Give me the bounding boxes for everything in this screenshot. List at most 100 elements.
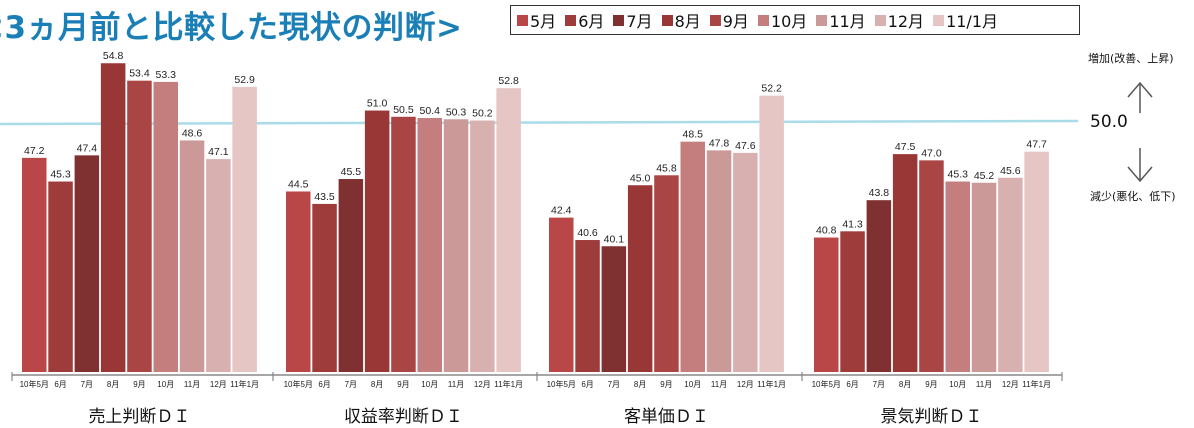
data-label: 47.8 — [709, 137, 730, 149]
bar — [22, 158, 47, 372]
bar — [946, 182, 971, 372]
bar — [312, 204, 337, 372]
tick-label: 10月 — [157, 380, 174, 389]
bar — [365, 111, 390, 372]
data-label: 45.5 — [341, 166, 362, 178]
category-label: 客単価ＤＩ — [624, 402, 709, 427]
data-label: 52.2 — [761, 83, 782, 95]
data-label: 45.0 — [630, 172, 651, 184]
data-label: 53.3 — [156, 69, 177, 81]
data-label: 40.1 — [604, 233, 625, 245]
data-label: 45.3 — [50, 169, 71, 181]
bar — [75, 155, 100, 372]
data-label: 48.5 — [683, 129, 704, 141]
bar — [628, 185, 653, 372]
bar — [733, 153, 758, 372]
tick-label: 9月 — [660, 380, 672, 389]
data-label: 41.3 — [842, 218, 863, 230]
data-label: 45.6 — [1000, 165, 1021, 177]
tick-label: 11月 — [448, 380, 464, 389]
tick-label: 11年1月 — [1022, 379, 1051, 389]
bar — [154, 82, 179, 372]
data-label: 47.2 — [24, 145, 45, 157]
tick-label: 11月 — [976, 380, 992, 389]
data-label: 47.6 — [735, 140, 756, 152]
data-label: 43.8 — [869, 187, 890, 199]
bar — [919, 160, 944, 372]
category-label: 収益率判断ＤＩ — [344, 402, 463, 427]
up-label: 増加(改善、上昇) — [1088, 50, 1174, 66]
data-label: 50.4 — [420, 105, 441, 117]
data-label: 50.5 — [393, 104, 414, 116]
bar — [339, 179, 364, 372]
data-label: 52.8 — [498, 75, 519, 87]
tick-label: 7月 — [608, 380, 620, 389]
bar — [575, 240, 600, 372]
bar — [998, 178, 1023, 372]
bar — [759, 96, 784, 372]
data-label: 45.3 — [948, 169, 969, 181]
bar — [48, 182, 73, 372]
data-label: 54.8 — [103, 50, 124, 62]
tick-label: 12月 — [1002, 380, 1019, 389]
category-label: 売上判断ＤＩ — [88, 402, 190, 427]
bar — [391, 117, 416, 372]
data-label: 47.5 — [895, 141, 916, 153]
bar — [707, 150, 732, 372]
down-label: 減少(悪化、低下) — [1090, 188, 1176, 204]
data-label: 40.8 — [816, 225, 837, 237]
data-label: 47.1 — [208, 146, 229, 158]
tick-label: 10年5月 — [284, 379, 313, 389]
tick-label: 6月 — [581, 380, 593, 389]
reference-value-label: 50.0 — [1090, 112, 1128, 132]
tick-label: 10月 — [949, 380, 966, 389]
data-label: 43.5 — [314, 191, 335, 203]
data-label: 45.8 — [656, 162, 677, 174]
bar — [867, 200, 892, 372]
tick-label: 12月 — [474, 380, 491, 389]
bar — [418, 118, 443, 372]
bar — [101, 63, 126, 372]
tick-label: 12月 — [737, 380, 754, 389]
bar — [654, 175, 679, 372]
tick-label: 11月 — [711, 380, 727, 389]
tick-label: 9月 — [397, 380, 409, 389]
tick-label: 8月 — [107, 380, 119, 389]
tick-label: 12月 — [210, 380, 227, 389]
tick-label: 6月 — [318, 380, 330, 389]
bar — [444, 119, 469, 372]
data-label: 45.2 — [974, 170, 995, 182]
data-label: 44.5 — [288, 178, 309, 190]
bar — [180, 140, 205, 372]
bar — [602, 246, 627, 372]
tick-label: 10月 — [421, 380, 438, 389]
bar — [893, 154, 918, 372]
category-label: 景気判断ＤＩ — [880, 402, 982, 427]
bar — [972, 183, 997, 372]
data-label: 47.0 — [921, 147, 942, 159]
tick-label: 10年5月 — [812, 379, 841, 389]
tick-label: 6月 — [54, 380, 66, 389]
bar — [681, 142, 706, 372]
bar — [496, 88, 521, 372]
data-label: 50.3 — [446, 106, 467, 118]
data-label: 47.4 — [77, 142, 98, 154]
data-label: 52.9 — [234, 74, 255, 86]
data-label: 50.2 — [472, 108, 493, 120]
tick-label: 6月 — [846, 380, 858, 389]
data-label: 47.7 — [1026, 139, 1047, 151]
tick-label: 9月 — [133, 380, 145, 389]
tick-label: 10月 — [684, 380, 701, 389]
tick-label: 11年1月 — [494, 379, 523, 389]
tick-label: 9月 — [925, 380, 937, 389]
tick-label: 11年1月 — [230, 379, 259, 389]
tick-label: 7月 — [345, 380, 357, 389]
data-label: 40.6 — [577, 227, 598, 239]
tick-label: 8月 — [634, 380, 646, 389]
tick-label: 11年1月 — [757, 379, 786, 389]
bar — [232, 87, 257, 372]
bar — [127, 81, 152, 372]
bar — [840, 231, 865, 372]
tick-label: 7月 — [873, 380, 885, 389]
